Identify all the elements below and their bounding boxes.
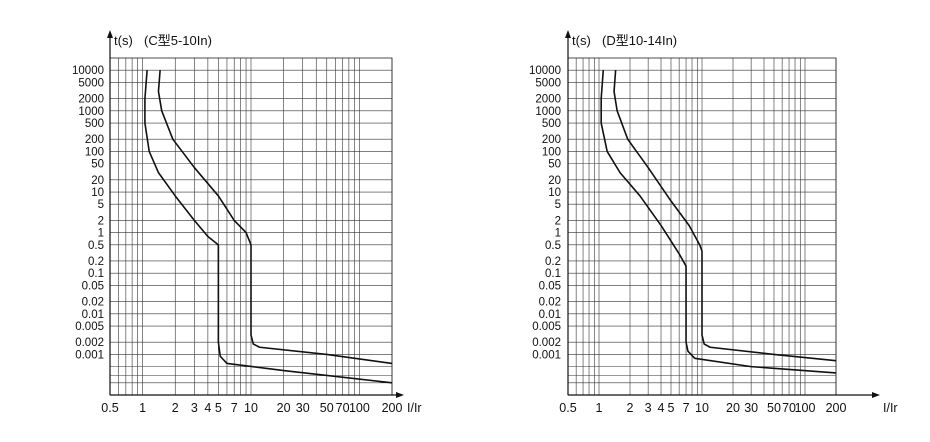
- x-tick-label: 3: [645, 401, 652, 415]
- y-tick-label: 1: [98, 228, 104, 240]
- y-tick-label: 0.002: [532, 337, 561, 349]
- y-tick-label: 0.5: [88, 240, 104, 252]
- y-tick-label: 10000: [529, 65, 561, 77]
- x-tick-label: 50: [767, 401, 781, 415]
- trip-curve-lower: [144, 70, 393, 384]
- y-tick-label: 2: [98, 215, 104, 227]
- x-tick-label: 70: [336, 401, 350, 415]
- y-tick-label: 20: [548, 175, 561, 187]
- x-tick-label: 7: [683, 401, 690, 415]
- x-tick-label: 2: [627, 401, 634, 415]
- y-tick-label: 5: [98, 199, 104, 211]
- y-axis-arrow: [107, 30, 113, 38]
- x-tick-label: 200: [826, 401, 847, 415]
- y-tick-label: 200: [542, 134, 561, 146]
- y-tick-label: 10: [91, 187, 104, 199]
- x-tick-label: 4: [658, 401, 665, 415]
- chart-title: (D型10-14In): [602, 33, 677, 48]
- x-tick-label: 7: [231, 401, 238, 415]
- trip-curve-lower: [600, 70, 837, 374]
- x-tick-label: 20: [277, 401, 291, 415]
- y-tick-label: 1000: [78, 106, 104, 118]
- y-tick-label: 0.05: [82, 280, 104, 292]
- x-axis-label: I/Ir: [407, 401, 422, 415]
- y-tick-label: 2000: [78, 94, 104, 106]
- trip-curve-upper: [613, 70, 837, 362]
- x-axis-arrow: [872, 392, 880, 398]
- x-tick-label: 2: [172, 401, 179, 415]
- y-tick-label: 500: [542, 118, 561, 130]
- chart-d-type: t(s) (D型10-14In)1000050002000100050020010…: [529, 30, 898, 415]
- y-tick-label: 0.02: [82, 297, 104, 309]
- x-tick-label: 50: [320, 401, 334, 415]
- chart-c-type: t(s) (C型5-10In)10000500020001000500200100…: [72, 30, 422, 415]
- y-tick-label: 100: [542, 146, 561, 158]
- y-tick-label: 0.005: [75, 321, 104, 333]
- x-tick-label: 1: [596, 401, 603, 415]
- x-tick-label: 30: [744, 401, 758, 415]
- x-tick-label: 5: [215, 401, 222, 415]
- y-axis-label: t(s): [114, 33, 133, 48]
- y-tick-label: 0.005: [532, 321, 561, 333]
- x-tick-label: 70: [782, 401, 796, 415]
- y-tick-label: 0.1: [545, 268, 561, 280]
- x-tick-label: 0.5: [101, 401, 118, 415]
- x-tick-label: 3: [191, 401, 198, 415]
- x-tick-label: 5: [668, 401, 675, 415]
- x-tick-label: 20: [726, 401, 740, 415]
- y-tick-label: 2: [555, 215, 561, 227]
- y-tick-label: 0.001: [75, 349, 104, 361]
- y-axis-label: t(s): [572, 33, 591, 48]
- x-tick-label: 4: [204, 401, 211, 415]
- y-tick-label: 0.002: [75, 337, 104, 349]
- x-tick-label: 200: [382, 401, 403, 415]
- y-tick-label: 50: [91, 159, 104, 171]
- x-tick-label: 0.5: [559, 401, 576, 415]
- chart-title: (C型5-10In): [144, 33, 212, 48]
- x-tick-label: 100: [349, 401, 370, 415]
- y-tick-label: 0.01: [82, 309, 104, 321]
- y-tick-label: 0.2: [545, 256, 561, 268]
- y-tick-label: 500: [85, 118, 104, 130]
- y-tick-label: 0.5: [545, 240, 561, 252]
- y-tick-label: 100: [85, 146, 104, 158]
- y-tick-label: 200: [85, 134, 104, 146]
- y-tick-label: 2000: [535, 94, 561, 106]
- y-tick-label: 10: [548, 187, 561, 199]
- y-tick-label: 0.2: [88, 256, 104, 268]
- trip-curve-upper: [157, 70, 393, 365]
- x-axis-label: I/Ir: [883, 401, 898, 415]
- y-tick-label: 5000: [78, 77, 104, 89]
- y-tick-label: 10000: [72, 65, 104, 77]
- y-tick-label: 1000: [535, 106, 561, 118]
- y-tick-label: 0.1: [88, 268, 104, 280]
- x-tick-label: 10: [695, 401, 709, 415]
- y-tick-label: 0.001: [532, 349, 561, 361]
- x-tick-label: 10: [244, 401, 258, 415]
- y-tick-label: 50: [548, 159, 561, 171]
- x-axis-arrow: [396, 392, 404, 398]
- y-axis-arrow: [565, 30, 571, 38]
- y-tick-label: 0.05: [539, 280, 561, 292]
- x-tick-label: 1: [139, 401, 146, 415]
- y-tick-label: 20: [91, 175, 104, 187]
- x-tick-label: 100: [795, 401, 816, 415]
- y-tick-label: 5000: [535, 77, 561, 89]
- y-tick-label: 1: [555, 228, 561, 240]
- x-tick-label: 30: [296, 401, 310, 415]
- y-tick-label: 0.02: [539, 297, 561, 309]
- y-tick-label: 5: [555, 199, 561, 211]
- y-tick-label: 0.01: [539, 309, 561, 321]
